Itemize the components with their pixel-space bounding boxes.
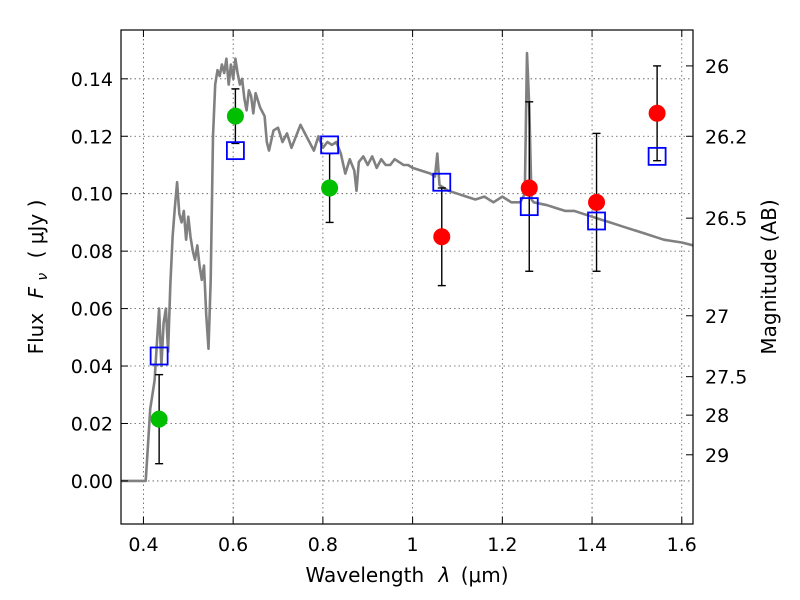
x-tick-label: 0.4 xyxy=(128,534,158,556)
right-tick-label: 27.5 xyxy=(705,367,747,389)
x-axis-label-unit: (μm) xyxy=(461,563,509,587)
grid-layer xyxy=(121,30,693,524)
x-axis-label-text: Wavelength xyxy=(305,563,424,587)
detection-point xyxy=(520,179,538,197)
marginal-detection-point xyxy=(321,179,339,197)
detection-point xyxy=(433,228,451,246)
y-tick-label: 0.06 xyxy=(71,299,113,321)
x-tick-label: 0.8 xyxy=(308,534,338,556)
x-tick-label: 1.2 xyxy=(487,534,517,556)
data-layer xyxy=(121,51,693,483)
y-tick-label: 0.08 xyxy=(71,241,113,263)
x-axis-label-symbol: λ xyxy=(438,563,451,587)
x-tick-label: 1.6 xyxy=(667,534,697,556)
right-tick-label: 26.5 xyxy=(705,208,747,230)
y-axis-label: Flux F ν ( μJy ) xyxy=(24,200,52,355)
right-tick-label: 26 xyxy=(705,56,729,78)
detection-point xyxy=(648,104,666,122)
model-photometry-square xyxy=(587,211,606,231)
model-photometry-square xyxy=(519,197,539,217)
model-photometry-square xyxy=(647,146,667,166)
y-tick-label: 0.00 xyxy=(71,471,113,493)
y-tick-label: 0.12 xyxy=(71,126,113,148)
model-photometry-square xyxy=(432,172,452,192)
y-tick-label: 0.14 xyxy=(71,69,113,91)
right-tick-label: 29 xyxy=(705,445,729,467)
model-photometry-square xyxy=(320,135,340,155)
y-tick-label: 0.02 xyxy=(71,413,113,435)
right-tick-label: 26.2 xyxy=(705,126,747,148)
right-tick-label: 28 xyxy=(705,405,729,427)
tick-layer: 0.4 0.6 0.8 1 1.2 1.4 1.6 0.00 0.02 0.04 0.06 0.08 0… xyxy=(71,30,747,556)
y-tick-label: 0.04 xyxy=(71,356,113,378)
y-axis-label-text: Flux xyxy=(24,313,48,355)
x-tick-label: 1.4 xyxy=(577,534,607,556)
plot-frame xyxy=(120,29,694,525)
x-tick-label: 1 xyxy=(407,534,419,556)
y-axis-label-subscript: ν xyxy=(35,273,51,281)
model-photometry-square xyxy=(149,346,169,366)
detection-point xyxy=(588,193,606,211)
y-axis-label-unit: ( μJy ) xyxy=(24,200,48,259)
x-axis-label: Wavelength λ (μm) xyxy=(305,563,508,587)
right-axis-label: Magnitude (AB) xyxy=(757,199,781,354)
y-tick-label: 0.10 xyxy=(71,184,113,206)
right-tick-label: 27 xyxy=(705,306,729,328)
x-tick-label: 0.6 xyxy=(218,534,248,556)
marginal-detection-point xyxy=(150,410,168,428)
marginal-detection-point xyxy=(226,107,244,125)
y-axis-label-symbol: F xyxy=(24,286,48,298)
model-photometry-square xyxy=(225,141,245,161)
model-spectrum-line xyxy=(121,51,693,483)
